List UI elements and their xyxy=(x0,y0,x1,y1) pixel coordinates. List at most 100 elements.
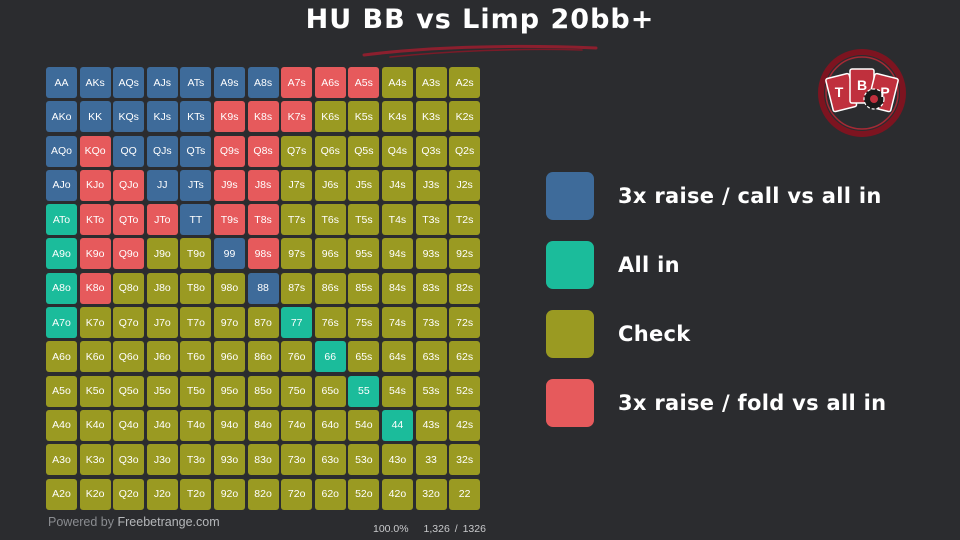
hand-cell[interactable]: 96o xyxy=(213,341,245,373)
hand-cell[interactable]: 82o xyxy=(247,478,279,510)
hand-cell[interactable]: 93o xyxy=(213,444,245,476)
hand-cell[interactable]: QJs xyxy=(146,135,178,167)
hand-cell[interactable]: KJs xyxy=(146,101,178,133)
hand-cell[interactable]: 22 xyxy=(449,478,481,510)
hand-cell[interactable]: J5s xyxy=(348,169,380,201)
hand-cell[interactable]: 43s xyxy=(415,409,447,441)
hand-cell[interactable]: J2o xyxy=(146,478,178,510)
hand-cell[interactable]: 83s xyxy=(415,272,447,304)
hand-cell[interactable]: A7o xyxy=(46,307,77,339)
hand-cell[interactable]: Q8o xyxy=(113,272,145,304)
hand-cell[interactable]: 87s xyxy=(281,272,313,304)
hand-cell[interactable]: AJs xyxy=(146,67,178,98)
hand-cell[interactable]: 72o xyxy=(281,478,313,510)
hand-cell[interactable]: A3s xyxy=(415,67,447,98)
hand-cell[interactable]: 84s xyxy=(381,272,413,304)
hand-cell[interactable]: 72s xyxy=(449,307,481,339)
hand-cell[interactable]: 54s xyxy=(381,375,413,407)
hand-cell[interactable]: T9o xyxy=(180,238,212,270)
hand-cell[interactable]: Q7s xyxy=(281,135,313,167)
hand-cell[interactable]: 94s xyxy=(381,238,413,270)
hand-cell[interactable]: KTo xyxy=(79,204,111,236)
hand-cell[interactable]: 62o xyxy=(314,478,346,510)
hand-cell[interactable]: K3o xyxy=(79,444,111,476)
hand-cell[interactable]: T8s xyxy=(247,204,279,236)
hand-cell[interactable]: 55 xyxy=(348,375,380,407)
hand-cell[interactable]: 65s xyxy=(348,341,380,373)
hand-cell[interactable]: 94o xyxy=(213,409,245,441)
hand-cell[interactable]: A9s xyxy=(213,67,245,98)
hand-cell[interactable]: J3s xyxy=(415,169,447,201)
hand-cell[interactable]: T5s xyxy=(348,204,380,236)
hand-cell[interactable]: 64o xyxy=(314,409,346,441)
hand-cell[interactable]: T6o xyxy=(180,341,212,373)
hand-cell[interactable]: A8s xyxy=(247,67,279,98)
hand-cell[interactable]: 83o xyxy=(247,444,279,476)
hand-cell[interactable]: A3o xyxy=(46,444,77,476)
hand-cell[interactable]: 63o xyxy=(314,444,346,476)
hand-cell[interactable]: 52o xyxy=(348,478,380,510)
hand-cell[interactable]: K4o xyxy=(79,409,111,441)
hand-cell[interactable]: 74s xyxy=(381,307,413,339)
hand-cell[interactable]: 86o xyxy=(247,341,279,373)
hand-cell[interactable]: K8o xyxy=(79,272,111,304)
hand-cell[interactable]: TT xyxy=(180,204,212,236)
hand-cell[interactable]: 65o xyxy=(314,375,346,407)
hand-cell[interactable]: J7s xyxy=(281,169,313,201)
hand-cell[interactable]: AQs xyxy=(113,67,145,98)
hand-cell[interactable]: 97s xyxy=(281,238,313,270)
hand-cell[interactable]: A6o xyxy=(46,341,77,373)
hand-cell[interactable]: 84o xyxy=(247,409,279,441)
hand-cell[interactable]: Q5s xyxy=(348,135,380,167)
hand-cell[interactable]: J9o xyxy=(146,238,178,270)
hand-cell[interactable]: 85o xyxy=(247,375,279,407)
hand-cell[interactable]: 75o xyxy=(281,375,313,407)
hand-cell[interactable]: T3o xyxy=(180,444,212,476)
hand-cell[interactable]: K6s xyxy=(314,101,346,133)
hand-cell[interactable]: T4s xyxy=(381,204,413,236)
hand-cell[interactable]: T7s xyxy=(281,204,313,236)
hand-cell[interactable]: Q9s xyxy=(213,135,245,167)
hand-cell[interactable]: T8o xyxy=(180,272,212,304)
hand-cell[interactable]: K5o xyxy=(79,375,111,407)
hand-cell[interactable]: A8o xyxy=(46,272,77,304)
hand-cell[interactable]: K7o xyxy=(79,307,111,339)
hand-cell[interactable]: 32o xyxy=(415,478,447,510)
hand-cell[interactable]: J3o xyxy=(146,444,178,476)
hand-cell[interactable]: K3s xyxy=(415,101,447,133)
hand-cell[interactable]: J6s xyxy=(314,169,346,201)
hand-cell[interactable]: 87o xyxy=(247,307,279,339)
hand-cell[interactable]: 53s xyxy=(415,375,447,407)
hand-cell[interactable]: 95s xyxy=(348,238,380,270)
hand-cell[interactable]: A5o xyxy=(46,375,77,407)
hand-cell[interactable]: 97o xyxy=(213,307,245,339)
hand-cell[interactable]: Q2s xyxy=(449,135,481,167)
hand-cell[interactable]: A9o xyxy=(46,238,77,270)
hand-cell[interactable]: 93s xyxy=(415,238,447,270)
hand-cell[interactable]: T5o xyxy=(180,375,212,407)
hand-cell[interactable]: QTs xyxy=(180,135,212,167)
hand-cell[interactable]: 64s xyxy=(381,341,413,373)
hand-cell[interactable]: A4s xyxy=(381,67,413,98)
hand-cell[interactable]: T4o xyxy=(180,409,212,441)
hand-cell[interactable]: 73o xyxy=(281,444,313,476)
hand-cell[interactable]: 44 xyxy=(381,409,413,441)
hand-cell[interactable]: 52s xyxy=(449,375,481,407)
hand-cell[interactable]: AA xyxy=(46,67,77,98)
hand-cell[interactable]: 66 xyxy=(314,341,346,373)
hand-cell[interactable]: QJo xyxy=(113,169,145,201)
hand-cell[interactable]: 86s xyxy=(314,272,346,304)
hand-cell[interactable]: Q7o xyxy=(113,307,145,339)
hand-cell[interactable]: 98s xyxy=(247,238,279,270)
hand-cell[interactable]: Q5o xyxy=(113,375,145,407)
hand-cell[interactable]: ATs xyxy=(180,67,212,98)
hand-cell[interactable]: 33 xyxy=(415,444,447,476)
hand-cell[interactable]: JJ xyxy=(146,169,178,201)
powered-by-site-link[interactable]: Freebetrange.com xyxy=(117,515,220,529)
hand-cell[interactable]: JTo xyxy=(146,204,178,236)
hand-cell[interactable]: J5o xyxy=(146,375,178,407)
hand-cell[interactable]: 54o xyxy=(348,409,380,441)
hand-cell[interactable]: J8o xyxy=(146,272,178,304)
hand-cell[interactable]: J4o xyxy=(146,409,178,441)
hand-cell[interactable]: 42o xyxy=(381,478,413,510)
